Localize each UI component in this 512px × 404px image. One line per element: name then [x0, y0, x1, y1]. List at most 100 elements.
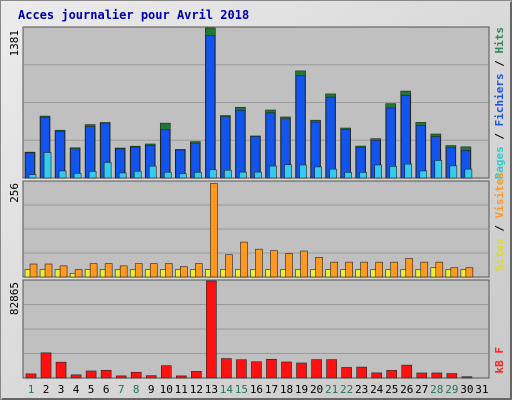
pages-bar — [419, 170, 428, 179]
visites-bar — [465, 267, 474, 278]
x-day-label: 4 — [73, 383, 80, 396]
x-day-label: 5 — [88, 383, 95, 396]
kb-bar — [326, 359, 337, 379]
kb-bar — [446, 373, 458, 379]
pages-bar — [118, 172, 127, 179]
x-day-label: 7 — [118, 383, 125, 396]
kb-bar — [206, 280, 217, 379]
kb-bar — [416, 372, 428, 379]
x-day-label: 14 — [220, 383, 234, 396]
visites-bar — [225, 254, 233, 278]
x-day-label: 8 — [133, 383, 140, 396]
kb-bar — [386, 370, 398, 379]
fichiers-bar — [250, 136, 261, 179]
kb-bar — [251, 361, 262, 379]
pages-bar — [344, 172, 352, 179]
pages-bar — [404, 163, 413, 179]
pages-bar — [389, 166, 398, 179]
visites-bar — [360, 261, 368, 278]
visites-bar — [134, 263, 143, 278]
x-day-label: 25 — [385, 383, 398, 396]
kb-bar — [85, 370, 97, 379]
visites-bar — [405, 258, 414, 278]
pages-bar — [359, 172, 367, 179]
x-axis-day-labels: 1 2 3 4 5 6 7 8 9 10 11 12 13 14 15 16 17 18 19 20 21 22 23 24 2… — [28, 383, 489, 396]
kb-bar — [191, 371, 202, 379]
kb-bar — [55, 361, 67, 379]
x-day-label: 26 — [400, 383, 413, 396]
visites-bar — [210, 183, 218, 278]
x-day-label: 9 — [148, 383, 155, 396]
y-max-label-visits: 256 — [8, 183, 21, 203]
kb-bar — [296, 362, 307, 379]
visites-bar — [104, 263, 113, 278]
kb-bar — [176, 375, 187, 379]
visites-bar — [420, 261, 429, 278]
visites-bar — [450, 267, 459, 278]
visites-bar — [255, 248, 263, 278]
pages-bar — [209, 169, 217, 179]
chart-title: Acces journalier pour Avril 2018 — [18, 8, 249, 22]
x-day-label: 28 — [430, 383, 443, 396]
visites-bar — [390, 261, 399, 278]
x-day-label: 29 — [445, 383, 458, 396]
pages-bar — [374, 164, 382, 179]
pages-bar — [148, 165, 157, 179]
legend-traffic: Pages / Fichiers / Hits — [493, 27, 506, 179]
fichiers-bar — [220, 116, 231, 179]
x-day-label: 10 — [160, 383, 173, 396]
visites-bar — [89, 263, 98, 278]
y-max-label-traffic: 1381 — [8, 30, 21, 57]
bars-group — [24, 27, 474, 379]
fichiers-bar — [325, 96, 336, 179]
pages-bar — [464, 168, 473, 179]
kb-bar — [371, 372, 382, 379]
x-day-label: 18 — [280, 383, 293, 396]
pages-bar — [179, 173, 187, 179]
visites-bar — [270, 250, 278, 278]
x-day-label: 27 — [415, 383, 428, 396]
legend-visits: Sites / Visites — [493, 172, 506, 271]
visites-bar — [44, 263, 53, 278]
pages-bar — [103, 162, 112, 179]
fichiers-bar — [340, 129, 351, 179]
kb-bar — [130, 371, 142, 379]
x-day-label: 13 — [205, 383, 218, 396]
x-day-label: 11 — [175, 383, 188, 396]
fichiers-bar — [160, 129, 171, 179]
visites-bar — [164, 263, 173, 278]
pages-bar — [314, 166, 322, 179]
kb-bar — [266, 358, 277, 379]
pages-bar — [449, 165, 458, 179]
visites-bar — [330, 261, 338, 278]
x-day-label: 31 — [475, 383, 488, 396]
kb-bar — [40, 352, 52, 379]
pages-bar — [224, 169, 232, 179]
fichiers-bar — [415, 125, 426, 179]
visites-bar — [345, 261, 353, 278]
x-day-label: 12 — [190, 383, 203, 396]
x-day-label: 21 — [325, 383, 338, 396]
pages-bar — [269, 165, 277, 179]
pages-bar — [58, 170, 67, 179]
x-day-label: 16 — [250, 383, 263, 396]
kb-bar — [221, 358, 232, 379]
fichiers-bar — [295, 75, 306, 179]
kb-bar — [100, 369, 112, 379]
x-day-label: 30 — [460, 383, 473, 396]
visites-bar — [285, 253, 293, 278]
kb-bar — [431, 372, 443, 379]
kb-bar — [356, 366, 367, 379]
fichiers-bar — [205, 35, 216, 179]
x-day-label: 1 — [28, 383, 35, 396]
x-day-label: 20 — [310, 383, 323, 396]
pages-bar — [163, 171, 172, 179]
kb-bar — [281, 361, 292, 379]
pages-bar — [254, 171, 262, 179]
x-day-label: 17 — [265, 383, 278, 396]
x-day-label: 15 — [235, 383, 248, 396]
kb-bar — [70, 374, 82, 379]
fichiers-bar — [235, 109, 246, 179]
